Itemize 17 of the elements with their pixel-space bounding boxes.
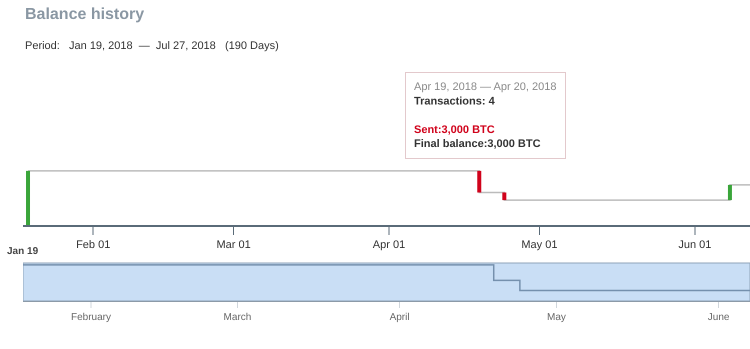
text: Sent:3,000 BTC bbox=[414, 124, 495, 136]
text: Jan 19 bbox=[7, 246, 39, 257]
x-tick-label: April bbox=[390, 312, 410, 323]
chart-subtitle: Period: Jan 19, 2018 — Jul 27, 2018 (190 Days) bbox=[25, 40, 279, 52]
chart-title: Balance history bbox=[25, 6, 144, 23]
x-tick-label: Apr 01 bbox=[372, 238, 406, 251]
x-tick-label: June bbox=[708, 312, 730, 323]
x-tick-label: February bbox=[70, 312, 111, 323]
x-tick-label: May bbox=[547, 312, 566, 323]
x-tick-label: March bbox=[224, 312, 252, 323]
text: Final balance:3,000 BTC bbox=[414, 138, 541, 150]
x-tick-label: Jun 01 bbox=[678, 238, 712, 251]
x-tick-label: May 01 bbox=[521, 238, 558, 251]
x-tick-label: Mar 01 bbox=[216, 238, 251, 251]
x-tick-label: Feb 01 bbox=[76, 238, 110, 251]
text: Apr 19, 2018 — Apr 20, 2018 bbox=[414, 81, 556, 93]
text: Transactions: 4 bbox=[414, 95, 496, 108]
